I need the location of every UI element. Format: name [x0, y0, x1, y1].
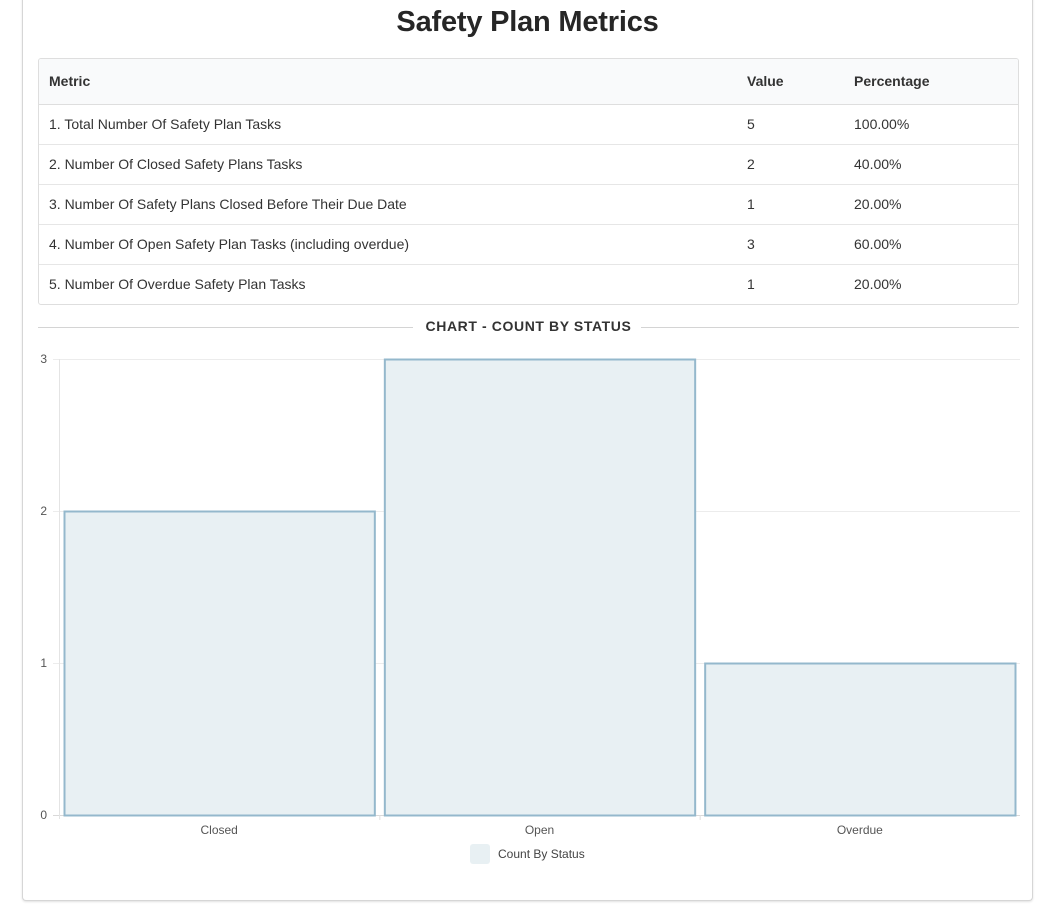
metrics-table-container: Metric Value Percentage 1. Total Number … — [38, 58, 1019, 305]
y-tick-label: 1 — [40, 656, 47, 670]
cell-value: 1 — [747, 276, 755, 292]
bar-chart: 0 1 2 3 Closed Open Overdue — [40, 352, 1020, 837]
cell-value: 5 — [737, 104, 844, 145]
page-title: Safety Plan Metrics — [396, 6, 659, 38]
y-tick-label: 2 — [40, 504, 47, 518]
cell-percentage: 60.00% — [844, 224, 1018, 265]
cell-percentage: 40.00% — [844, 144, 1018, 185]
x-tick-label: Overdue — [837, 823, 883, 837]
legend-label: Count By Status — [498, 847, 585, 861]
bar-overdue — [704, 662, 1017, 817]
chart-section-divider: CHART - COUNT BY STATUS — [38, 318, 1019, 338]
header-percentage: Percentage — [844, 59, 1018, 105]
y-tick-label: 0 — [40, 808, 47, 822]
cell-percentage: 20.00% — [854, 276, 902, 292]
chart-legend[interactable]: Count By Status — [470, 843, 585, 865]
table-row: 3. Number Of Safety Plans Closed Before … — [39, 184, 1018, 225]
table-row: 1. Total Number Of Safety Plan Tasks 5 1… — [39, 104, 1018, 145]
chart-bars — [63, 358, 1017, 817]
bar-open — [383, 358, 697, 817]
y-tick-label: 3 — [40, 352, 47, 366]
cell-metric: 2. Number Of Closed Safety Plans Tasks — [39, 144, 737, 185]
bar-closed — [63, 510, 376, 817]
cell-percentage: 20.00% — [844, 184, 1018, 225]
cell-percentage: 100.00% — [844, 104, 1018, 145]
metrics-table: Metric Value Percentage 1. Total Number … — [39, 59, 1018, 304]
chart-axes: 0 1 2 3 Closed Open Overdue — [40, 352, 883, 837]
cell-metric: 3. Number Of Safety Plans Closed Before … — [39, 184, 737, 225]
cell-metric: 5. Number Of Overdue Safety Plan Tasks — [49, 276, 306, 292]
divider-line-left — [38, 327, 413, 328]
cell-value: 2 — [737, 144, 844, 185]
header-metric: Metric — [39, 59, 737, 105]
x-tick-label: Closed — [200, 823, 237, 837]
table-row: 2. Number Of Closed Safety Plans Tasks 2… — [39, 144, 1018, 185]
header-value: Value — [737, 59, 844, 105]
cell-value: 3 — [737, 224, 844, 265]
cell-metric: 1. Total Number Of Safety Plan Tasks — [39, 104, 737, 145]
table-row: 5. Number Of Overdue Safety Plan Tasks 1… — [39, 264, 1018, 304]
x-tick-label: Open — [525, 823, 554, 837]
table-header-row: Metric Value Percentage — [39, 59, 1018, 105]
metrics-card: Safety Plan Metrics Metric Value Percent… — [22, 0, 1033, 901]
cell-value: 1 — [737, 184, 844, 225]
table-row: 4. Number Of Open Safety Plan Tasks (inc… — [39, 224, 1018, 265]
divider-line-right — [641, 327, 1019, 328]
cell-metric: 4. Number Of Open Safety Plan Tasks (inc… — [39, 224, 737, 265]
legend-swatch — [470, 844, 490, 864]
chart-section-heading: CHART - COUNT BY STATUS — [425, 318, 632, 334]
